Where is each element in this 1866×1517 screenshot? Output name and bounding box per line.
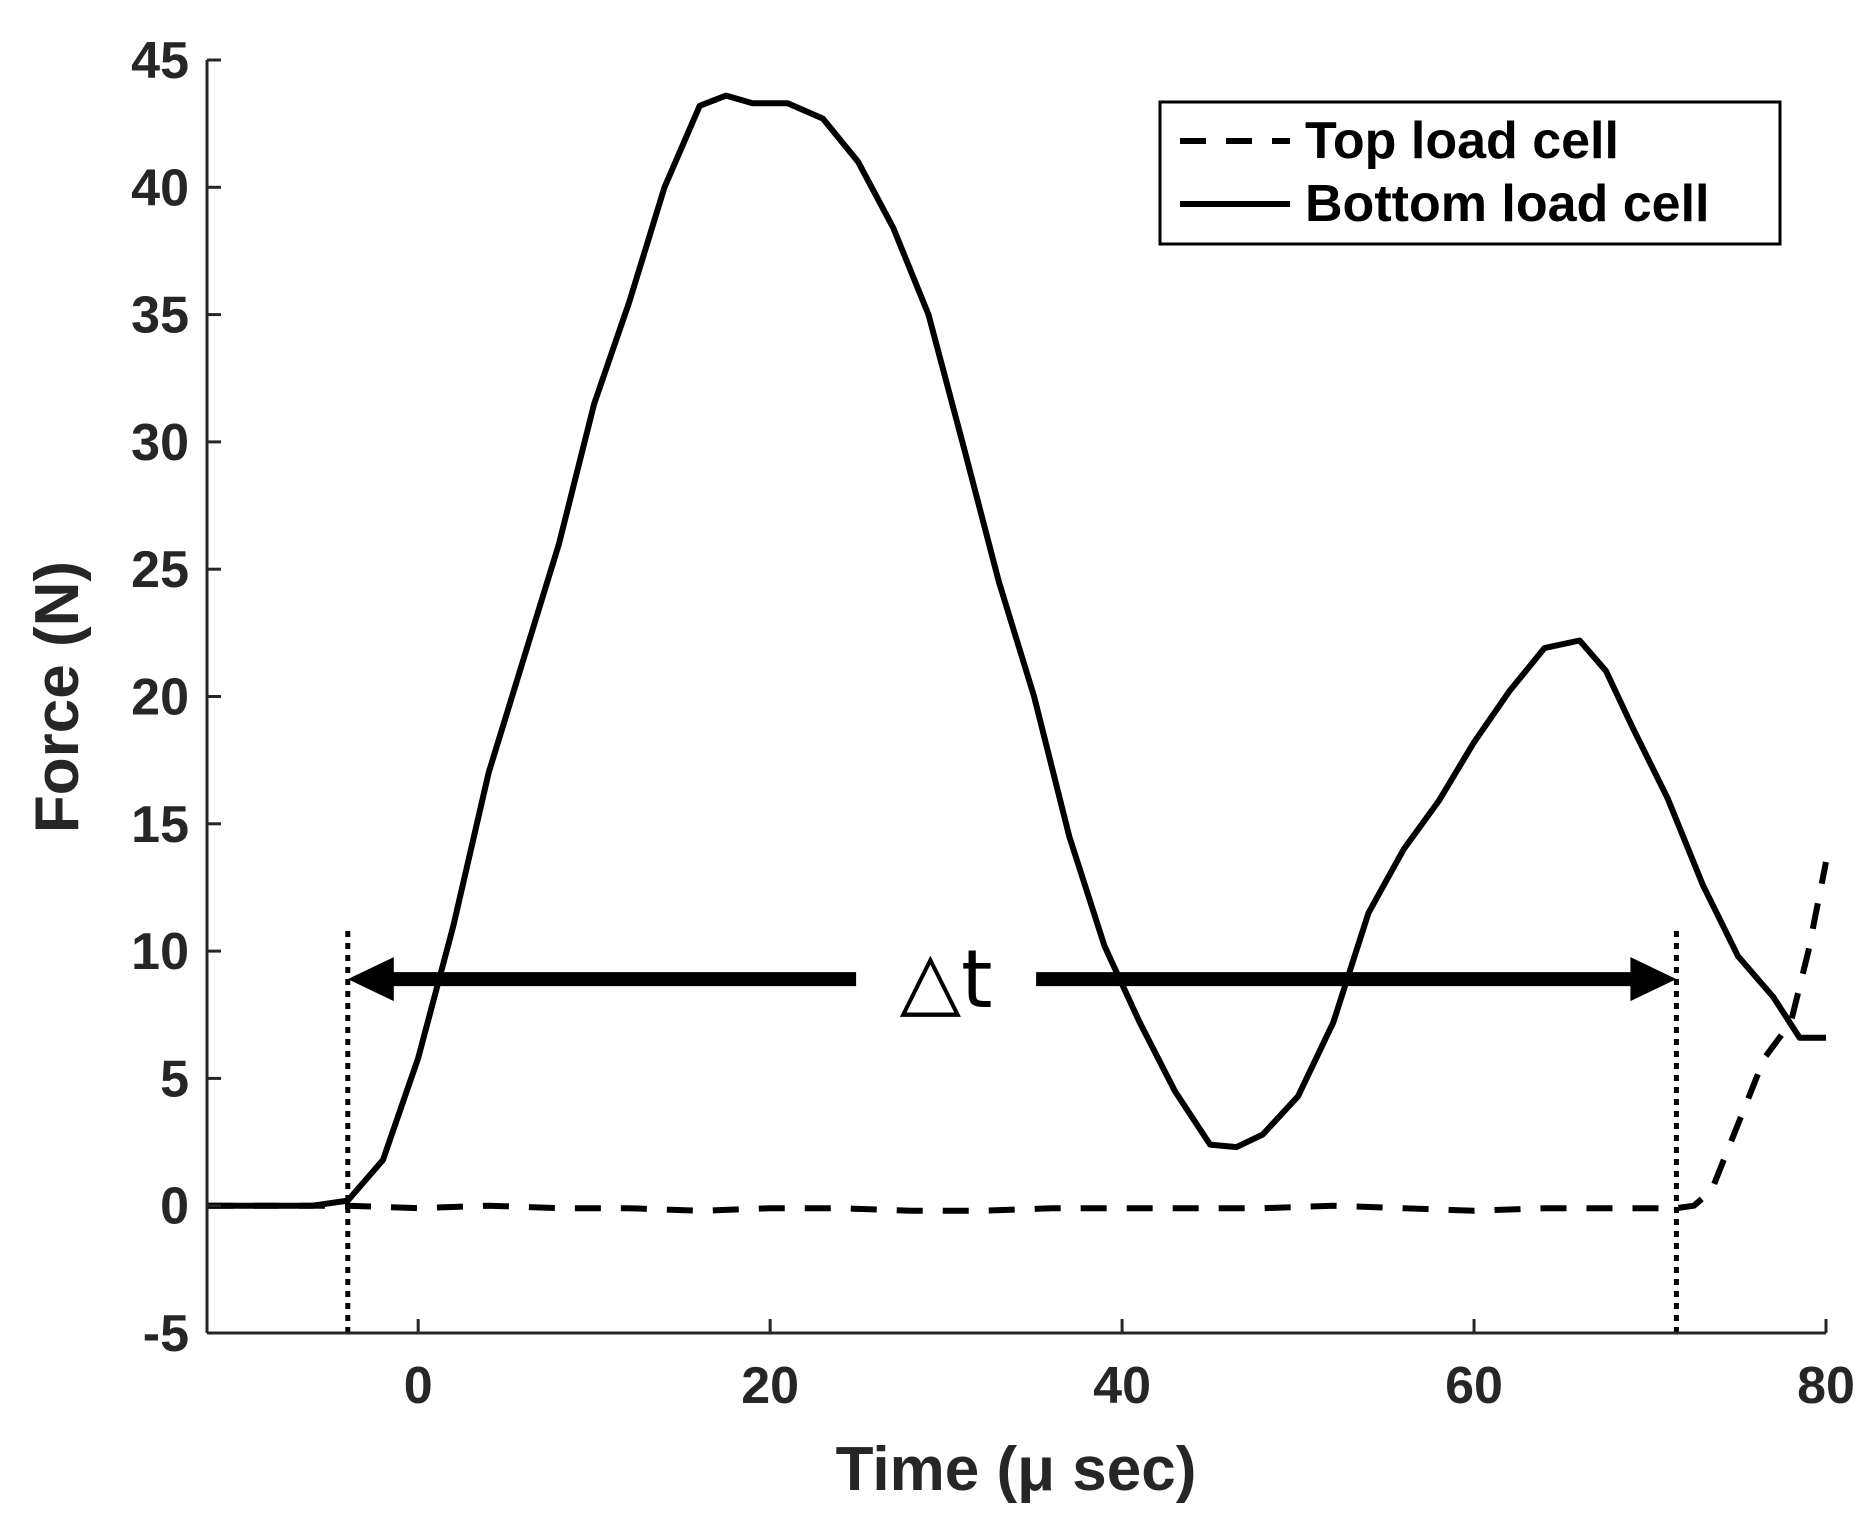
y-tick-label: -5 — [143, 1305, 189, 1363]
y-tick-label: 15 — [131, 796, 189, 854]
legend-label-top-load-cell: Top load cell — [1305, 112, 1619, 170]
y-tick-label: 30 — [131, 414, 189, 472]
delta-t-label: △t — [900, 933, 993, 1026]
y-tick-label: 5 — [160, 1050, 189, 1108]
x-axis-ticks: 0 20 40 60 80 — [404, 1319, 1855, 1415]
series-layer — [207, 92, 1829, 1214]
delta-t-arrowhead-right — [1630, 957, 1677, 1002]
x-tick-label: 60 — [1445, 1357, 1503, 1415]
legend: Top load cell Bottom load cell — [1158, 100, 1782, 246]
x-tick-label: 40 — [1093, 1357, 1151, 1415]
y-tick-label: 45 — [131, 32, 189, 90]
x-tick-label: 20 — [741, 1357, 799, 1415]
delta-t-arrowhead-left — [347, 957, 394, 1002]
x-tick-label: 80 — [1797, 1357, 1855, 1415]
x-axis-label: Time (μ sec) — [836, 1435, 1197, 1504]
y-tick-label: 25 — [131, 541, 189, 599]
y-tick-label: 0 — [160, 1178, 189, 1236]
series-line-top-load-cell — [207, 861, 1829, 1214]
y-tick-label: 40 — [131, 159, 189, 217]
y-axis-label: Force (N) — [23, 561, 92, 833]
y-tick-label: 10 — [131, 923, 189, 981]
legend-box — [1158, 100, 1782, 246]
y-tick-label: 20 — [131, 669, 189, 727]
y-tick-label: 35 — [131, 287, 189, 345]
x-tick-label: 0 — [404, 1357, 433, 1415]
legend-label-bottom-load-cell: Bottom load cell — [1305, 175, 1709, 233]
annotation-layer: △t — [345, 925, 1679, 1333]
y-axis-ticks: -5 0 5 10 15 20 25 30 35 40 45 — [131, 32, 221, 1363]
series-line-bottom-load-cell — [207, 92, 1826, 1209]
